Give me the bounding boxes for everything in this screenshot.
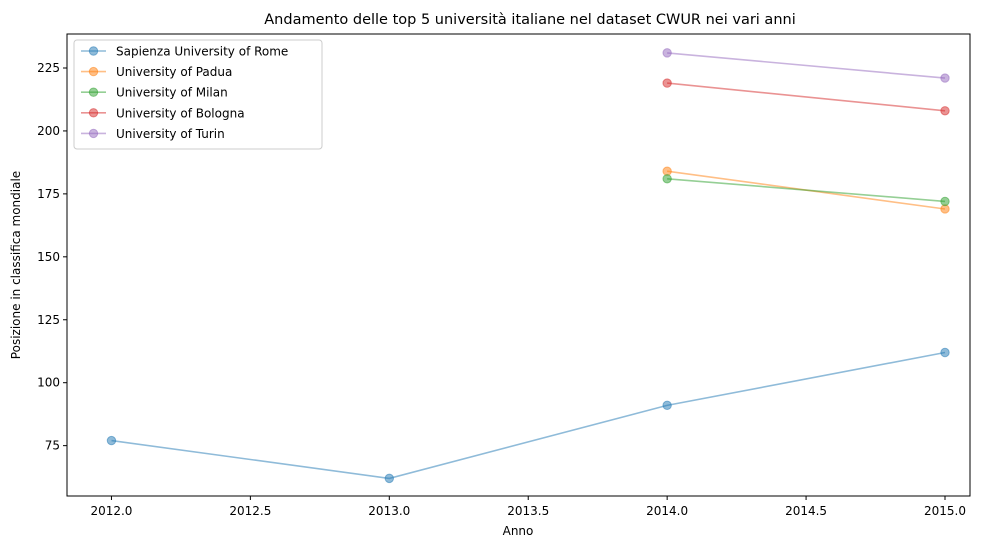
data-point — [662, 174, 672, 184]
x-tick-label: 2014.0 — [646, 504, 688, 518]
legend-marker — [88, 46, 99, 56]
data-point — [106, 435, 117, 446]
data-point — [940, 73, 950, 83]
legend-items: Sapienza University of Rome University of… — [81, 45, 288, 141]
data-point — [384, 473, 395, 484]
series-line — [667, 52, 946, 79]
x-tick-label: 2015.0 — [924, 504, 966, 518]
legend-marker — [88, 87, 99, 97]
legend-label: Sapienza University of Rome — [116, 45, 288, 59]
legend-label: University of Turin — [116, 127, 225, 141]
legend-item: University of Bologna — [81, 106, 245, 120]
data-point — [662, 78, 672, 88]
data-point — [940, 106, 950, 116]
data-point — [940, 347, 950, 358]
x-tick-label: 2012.5 — [229, 504, 271, 518]
y-tick-label: 200 — [37, 124, 60, 138]
series-layer — [106, 48, 950, 484]
chart-title: Andamento delle top 5 università italian… — [264, 12, 795, 28]
y-tick-label: 125 — [37, 313, 60, 327]
legend: Sapienza University of Rome University of… — [73, 39, 323, 150]
x-tick-label: 2013.5 — [507, 504, 549, 518]
legend-box — [73, 39, 323, 150]
series-line — [111, 351, 946, 480]
y-axis-label: Posizione in classifica mondiale — [9, 171, 23, 359]
series-3 — [662, 174, 950, 207]
series-1 — [106, 347, 950, 484]
legend-label: University of Padua — [116, 65, 232, 79]
y-tick-label: 225 — [37, 61, 60, 75]
x-tick-label: 2013.0 — [368, 504, 410, 518]
legend-label: University of Bologna — [116, 106, 245, 120]
y-tick-label: 150 — [37, 250, 60, 264]
y-tick-label: 100 — [37, 376, 60, 390]
y-tick-label: 75 — [45, 439, 60, 453]
legend-marker — [88, 66, 99, 77]
legend-item: University of Padua — [81, 65, 232, 79]
series-line — [667, 82, 946, 112]
legend-label: University of Milan — [116, 86, 228, 100]
legend-item: University of Milan — [81, 86, 228, 100]
legend-item: Sapienza University of Rome — [81, 45, 288, 59]
legend-marker — [88, 108, 99, 118]
y-axis: 75 100 125 150 175 200 225 — [37, 61, 67, 453]
data-point — [940, 196, 950, 207]
y-tick-label: 175 — [37, 187, 60, 201]
plot-frame — [66, 33, 971, 497]
data-point — [662, 400, 672, 411]
x-axis-label: Anno — [503, 524, 534, 538]
series-4 — [662, 78, 950, 116]
x-axis: 2012.0 2012.5 2013.0 2013.5 2014.0 2014.5 2015… — [90, 496, 966, 518]
legend-marker — [88, 128, 99, 139]
series-line — [667, 178, 946, 203]
series-5 — [662, 48, 950, 83]
x-tick-label: 2012.0 — [90, 504, 132, 518]
data-point — [662, 48, 672, 58]
legend-item: University of Turin — [81, 127, 225, 141]
x-tick-label: 2014.5 — [785, 504, 827, 518]
